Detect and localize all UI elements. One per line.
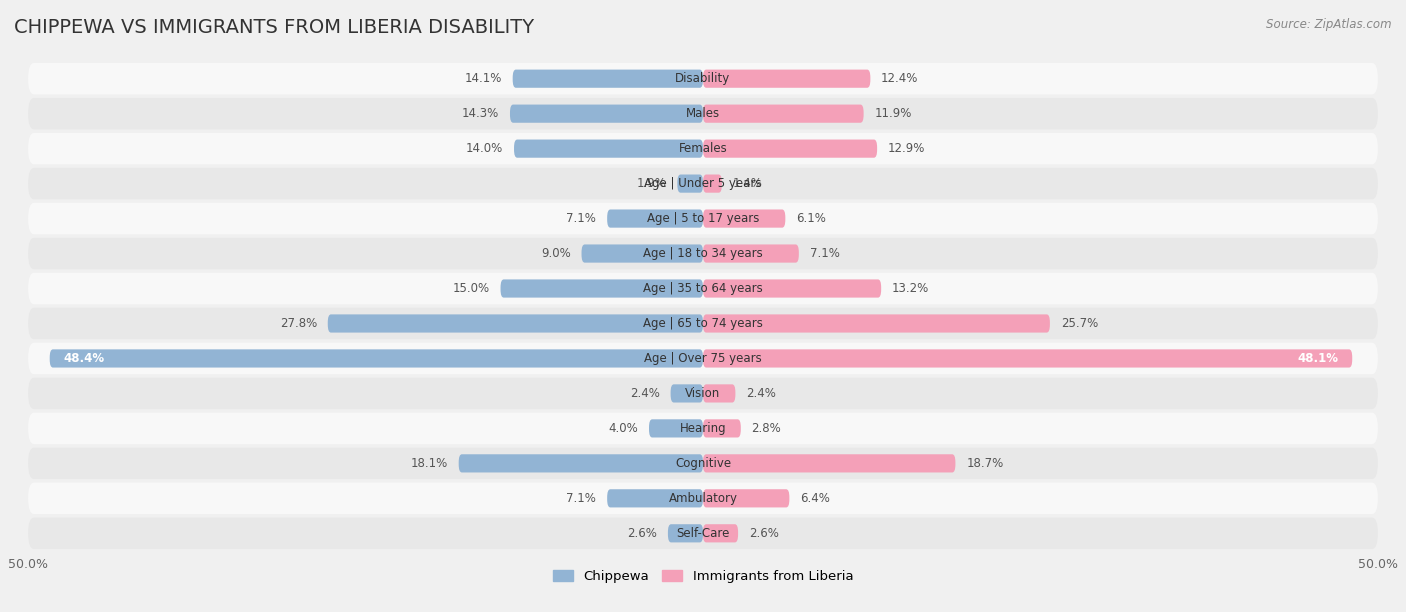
Text: 2.6%: 2.6%: [749, 527, 779, 540]
FancyBboxPatch shape: [328, 315, 703, 332]
Text: 48.1%: 48.1%: [1298, 352, 1339, 365]
Text: 14.3%: 14.3%: [463, 107, 499, 120]
Text: 2.4%: 2.4%: [747, 387, 776, 400]
Text: 2.4%: 2.4%: [630, 387, 659, 400]
Text: 25.7%: 25.7%: [1060, 317, 1098, 330]
FancyBboxPatch shape: [703, 105, 863, 123]
FancyBboxPatch shape: [28, 203, 1378, 234]
Text: 12.9%: 12.9%: [889, 142, 925, 155]
FancyBboxPatch shape: [703, 384, 735, 403]
FancyBboxPatch shape: [668, 524, 703, 542]
FancyBboxPatch shape: [607, 209, 703, 228]
FancyBboxPatch shape: [513, 70, 703, 88]
Text: 48.4%: 48.4%: [63, 352, 104, 365]
FancyBboxPatch shape: [28, 308, 1378, 339]
Text: Cognitive: Cognitive: [675, 457, 731, 470]
Text: 2.8%: 2.8%: [752, 422, 782, 435]
Text: 7.1%: 7.1%: [567, 212, 596, 225]
FancyBboxPatch shape: [703, 174, 721, 193]
FancyBboxPatch shape: [703, 489, 789, 507]
FancyBboxPatch shape: [703, 349, 1353, 368]
FancyBboxPatch shape: [703, 140, 877, 158]
FancyBboxPatch shape: [458, 454, 703, 472]
Text: Ambulatory: Ambulatory: [668, 492, 738, 505]
FancyBboxPatch shape: [582, 244, 703, 263]
FancyBboxPatch shape: [607, 489, 703, 507]
FancyBboxPatch shape: [28, 518, 1378, 549]
FancyBboxPatch shape: [28, 483, 1378, 514]
Text: Age | 18 to 34 years: Age | 18 to 34 years: [643, 247, 763, 260]
Text: 7.1%: 7.1%: [567, 492, 596, 505]
Text: Source: ZipAtlas.com: Source: ZipAtlas.com: [1267, 18, 1392, 31]
Text: Age | Under 5 years: Age | Under 5 years: [644, 177, 762, 190]
Text: Age | 5 to 17 years: Age | 5 to 17 years: [647, 212, 759, 225]
FancyBboxPatch shape: [703, 244, 799, 263]
Text: 7.1%: 7.1%: [810, 247, 839, 260]
FancyBboxPatch shape: [28, 343, 1378, 374]
FancyBboxPatch shape: [28, 98, 1378, 129]
Text: CHIPPEWA VS IMMIGRANTS FROM LIBERIA DISABILITY: CHIPPEWA VS IMMIGRANTS FROM LIBERIA DISA…: [14, 18, 534, 37]
Text: 6.1%: 6.1%: [796, 212, 825, 225]
Text: 6.4%: 6.4%: [800, 492, 830, 505]
FancyBboxPatch shape: [501, 280, 703, 297]
Text: Age | 65 to 74 years: Age | 65 to 74 years: [643, 317, 763, 330]
Text: 15.0%: 15.0%: [453, 282, 489, 295]
Text: 12.4%: 12.4%: [882, 72, 918, 85]
Text: 4.0%: 4.0%: [609, 422, 638, 435]
Text: Age | Over 75 years: Age | Over 75 years: [644, 352, 762, 365]
Legend: Chippewa, Immigrants from Liberia: Chippewa, Immigrants from Liberia: [547, 564, 859, 588]
FancyBboxPatch shape: [703, 454, 956, 472]
FancyBboxPatch shape: [703, 524, 738, 542]
Text: Age | 35 to 64 years: Age | 35 to 64 years: [643, 282, 763, 295]
Text: Hearing: Hearing: [679, 422, 727, 435]
FancyBboxPatch shape: [671, 384, 703, 403]
Text: 13.2%: 13.2%: [891, 282, 929, 295]
Text: 1.9%: 1.9%: [637, 177, 666, 190]
FancyBboxPatch shape: [510, 105, 703, 123]
FancyBboxPatch shape: [703, 209, 786, 228]
Text: 14.1%: 14.1%: [464, 72, 502, 85]
Text: Disability: Disability: [675, 72, 731, 85]
Text: 18.1%: 18.1%: [411, 457, 449, 470]
FancyBboxPatch shape: [28, 238, 1378, 269]
Text: 27.8%: 27.8%: [280, 317, 316, 330]
Text: 14.0%: 14.0%: [465, 142, 503, 155]
FancyBboxPatch shape: [28, 447, 1378, 479]
Text: Self-Care: Self-Care: [676, 527, 730, 540]
FancyBboxPatch shape: [703, 315, 1050, 332]
Text: Vision: Vision: [685, 387, 721, 400]
FancyBboxPatch shape: [28, 378, 1378, 409]
FancyBboxPatch shape: [28, 168, 1378, 200]
FancyBboxPatch shape: [678, 174, 703, 193]
FancyBboxPatch shape: [515, 140, 703, 158]
FancyBboxPatch shape: [28, 133, 1378, 165]
FancyBboxPatch shape: [28, 63, 1378, 94]
Text: 18.7%: 18.7%: [966, 457, 1004, 470]
Text: 1.4%: 1.4%: [733, 177, 762, 190]
FancyBboxPatch shape: [703, 419, 741, 438]
Text: 2.6%: 2.6%: [627, 527, 657, 540]
FancyBboxPatch shape: [28, 273, 1378, 304]
FancyBboxPatch shape: [703, 280, 882, 297]
Text: Females: Females: [679, 142, 727, 155]
Text: 11.9%: 11.9%: [875, 107, 912, 120]
FancyBboxPatch shape: [49, 349, 703, 368]
FancyBboxPatch shape: [703, 70, 870, 88]
Text: Males: Males: [686, 107, 720, 120]
FancyBboxPatch shape: [650, 419, 703, 438]
Text: 9.0%: 9.0%: [541, 247, 571, 260]
FancyBboxPatch shape: [28, 412, 1378, 444]
